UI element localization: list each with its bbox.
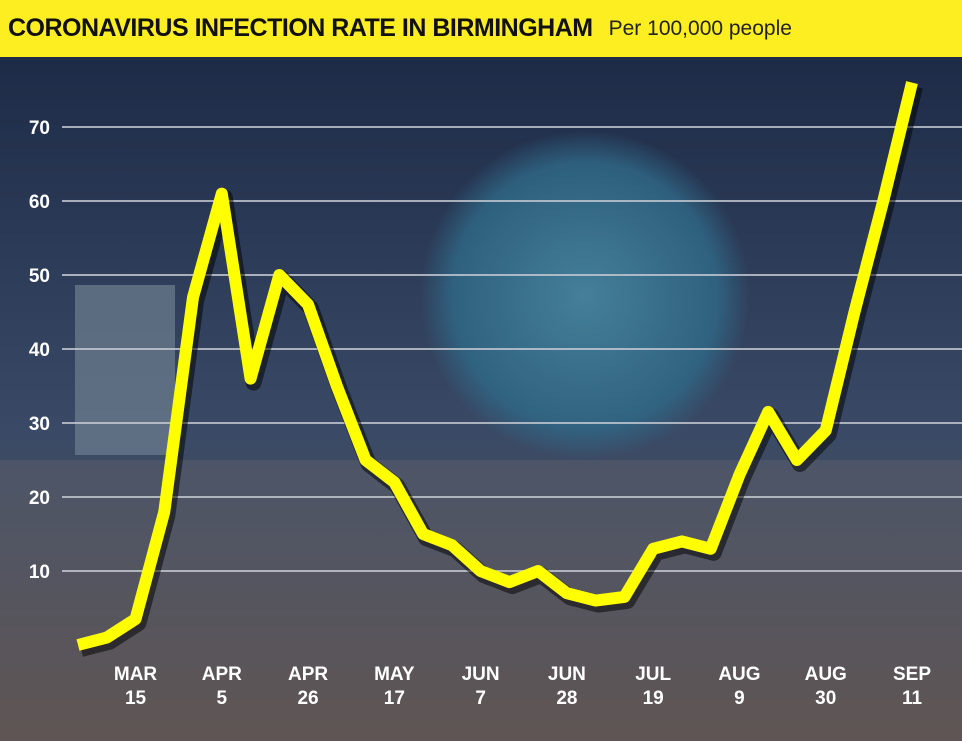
virus-image — [420, 130, 750, 460]
x-tick-label: APR 26 — [288, 664, 328, 709]
x-tick-label: JUN 7 — [462, 664, 500, 709]
y-tick-label: 70 — [29, 118, 50, 139]
x-tick-label: AUG 9 — [718, 664, 760, 709]
x-tick-label: JUN 28 — [548, 664, 586, 709]
x-tick-label: SEP 11 — [893, 664, 931, 709]
y-tick-label: 50 — [29, 266, 50, 287]
building — [75, 285, 175, 455]
chart-subtitle: Per 100,000 people — [608, 16, 792, 40]
x-tick-label: AUG 30 — [805, 664, 847, 709]
y-tick-label: 30 — [29, 414, 50, 435]
plot — [76, 81, 923, 657]
x-tick-label: JUL 19 — [635, 664, 671, 709]
y-tick-label: 10 — [29, 562, 50, 583]
title-bar: CORONAVIRUS INFECTION RATE IN BIRMINGHAM… — [0, 0, 962, 57]
y-tick-label: 20 — [29, 488, 50, 509]
grid: 10 20 30 40 50 60 70 MAR 15 APR 5 APR 26 MAY 17 JUN 7 JUN… — [29, 118, 962, 709]
x-tick-label: APR 5 — [202, 664, 242, 709]
x-tick-label: MAY 17 — [374, 664, 415, 709]
y-tick-label: 60 — [29, 192, 50, 213]
y-tick-label: 40 — [29, 340, 50, 361]
x-tick-label: MAR 15 — [114, 664, 158, 709]
chart-title: CORONAVIRUS INFECTION RATE IN BIRMINGHAM — [8, 14, 593, 42]
line — [76, 81, 918, 651]
